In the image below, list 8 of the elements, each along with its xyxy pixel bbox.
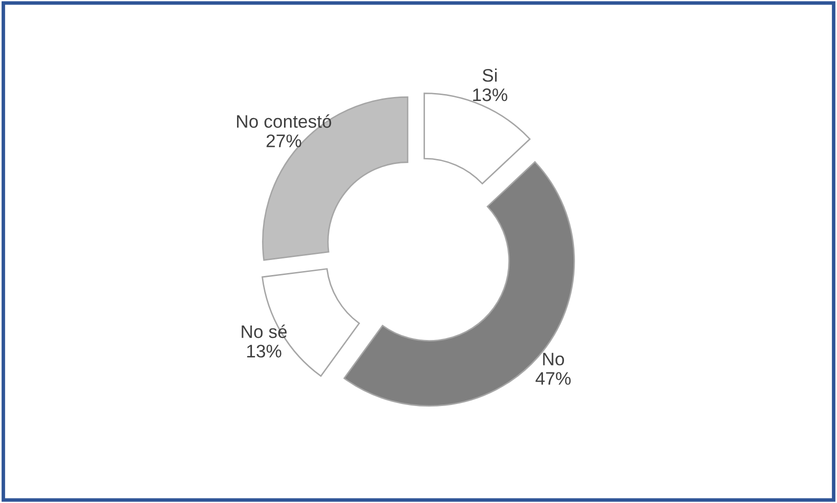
slice-label: No contestó xyxy=(237,114,332,128)
data-label: 13% xyxy=(247,344,282,358)
slice-label: No sé xyxy=(242,324,287,338)
data-label: 13% xyxy=(473,88,508,102)
data-label: 27% xyxy=(266,134,302,148)
slice-label: Si xyxy=(482,68,497,82)
data-label: 47% xyxy=(536,372,571,385)
slice-label: No xyxy=(543,352,564,366)
